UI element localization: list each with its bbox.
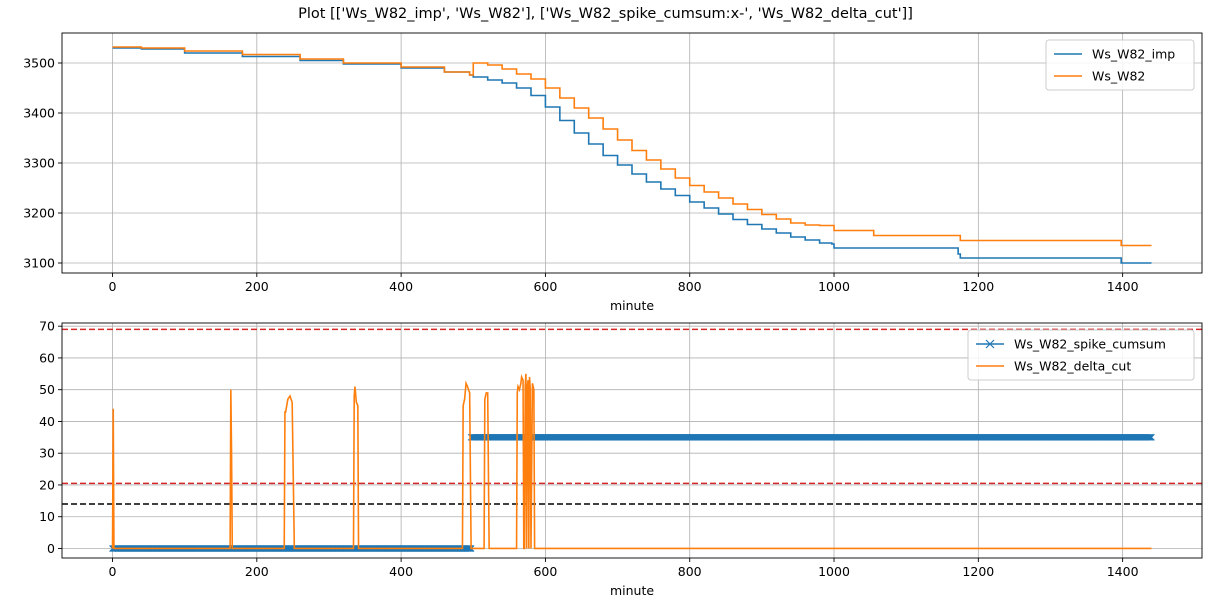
legend-label: Ws_W82_delta_cut <box>1014 359 1131 374</box>
figure-title: Plot [['Ws_W82_imp', 'Ws_W82'], ['Ws_W82… <box>298 6 913 22</box>
legend-box <box>1045 39 1195 91</box>
y-tick-label: 40 <box>39 414 55 429</box>
series-line-ws-w82-delta-cut <box>111 373 1152 550</box>
x-axis-label: minute <box>610 583 654 598</box>
y-tick-label: 30 <box>39 446 55 461</box>
plot-area <box>112 46 1152 264</box>
y-tick-label: 70 <box>39 319 55 334</box>
series-line-ws-w82 <box>112 46 1152 247</box>
x-tick-label: 200 <box>245 564 269 579</box>
x-tick-label: 0 <box>109 279 117 294</box>
y-tick-label: 3200 <box>23 206 55 221</box>
x-tick-label: 1200 <box>962 564 994 579</box>
legend-label: Ws_W82_spike_cumsum <box>1014 337 1166 352</box>
legend: Ws_W82_imp Ws_W82 <box>1045 39 1195 91</box>
x-tick-label: 1400 <box>1107 564 1139 579</box>
chart-bottom-axes: 0 200 400 600 800 1000 1200 1400 0 10 20 30 40 50 60 70… <box>39 319 1203 598</box>
x-tick-label: 600 <box>533 279 557 294</box>
y-tick-label: 3300 <box>23 156 55 171</box>
y-tick-label: 10 <box>39 509 55 524</box>
x-tick-label: 400 <box>389 564 413 579</box>
series-line-ws-w82-imp <box>112 47 1152 264</box>
y-tick-label: 3100 <box>23 256 55 271</box>
x-tick-label: 1200 <box>962 279 994 294</box>
y-tick-label: 50 <box>39 382 55 397</box>
axes-frame <box>61 322 1203 559</box>
x-tick-label: 600 <box>533 564 557 579</box>
x-axis-label: minute <box>610 298 654 313</box>
x-tick-label: 1000 <box>818 564 850 579</box>
chart-top-axes: 0 200 400 600 800 1000 1200 1400 3100 3200 3300 340… <box>23 32 1203 313</box>
x-tick-label: 800 <box>678 279 702 294</box>
series-ws-w82-spike-cumsum-segment <box>467 433 1155 441</box>
y-tick-label: 60 <box>39 350 55 365</box>
legend-box <box>967 329 1195 381</box>
x-tick-label: 800 <box>678 564 702 579</box>
y-tick-label: 3500 <box>23 56 55 71</box>
y-tick-label: 3400 <box>23 106 55 121</box>
legend-label: Ws_W82 <box>1092 69 1145 84</box>
x-tick-label: 200 <box>245 279 269 294</box>
x-tick-label: 0 <box>109 564 117 579</box>
plot-area <box>62 328 1202 552</box>
x-tick-label: 1400 <box>1107 279 1139 294</box>
axes-frame <box>61 32 1203 274</box>
y-tick-label: 0 <box>47 541 55 556</box>
x-tick-label: 400 <box>389 279 413 294</box>
legend-label: Ws_W82_imp <box>1092 47 1175 62</box>
legend-marker <box>985 339 995 349</box>
legend: Ws_W82_spike_cumsum Ws_W82_delta_cut <box>967 329 1195 381</box>
y-tick-label: 20 <box>39 477 55 492</box>
x-tick-label: 1000 <box>818 279 850 294</box>
